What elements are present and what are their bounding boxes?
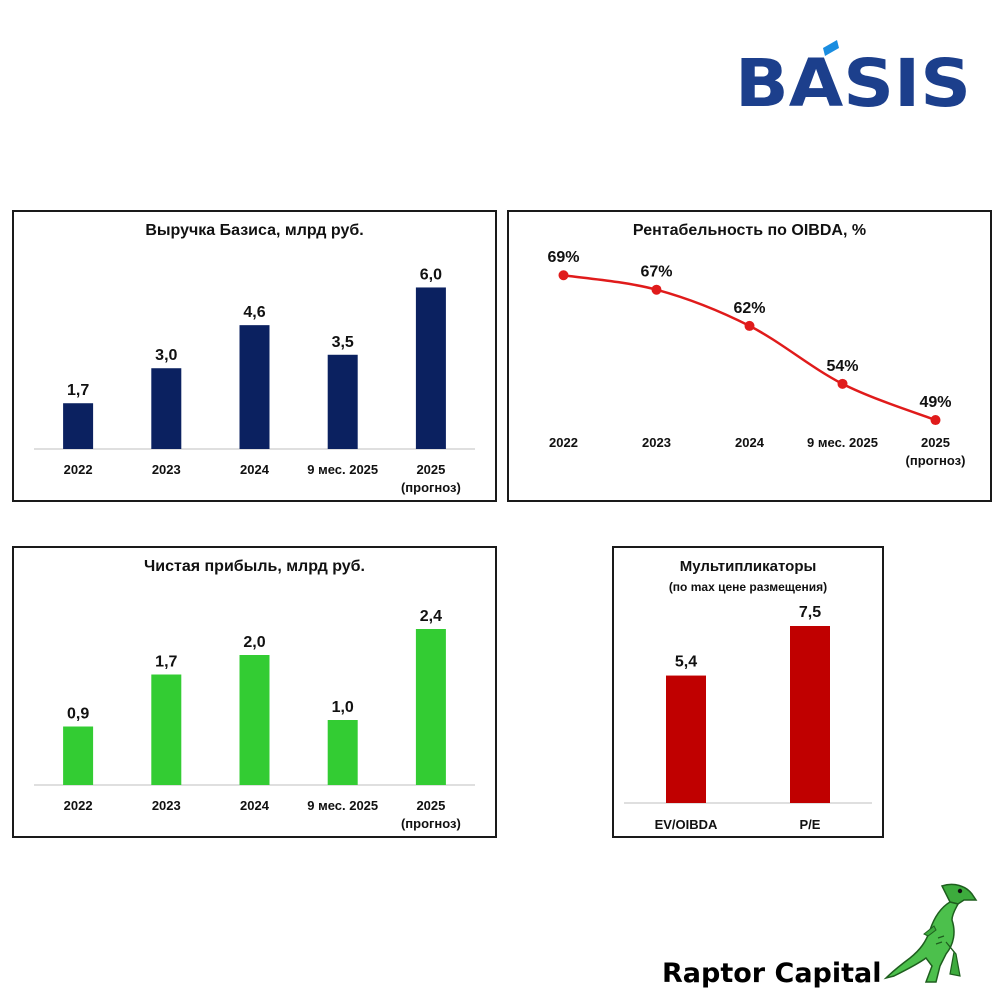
profit-data-label: 2,4 — [420, 608, 442, 625]
margin-category-label: 2023 — [642, 435, 671, 450]
basis-logo: BASIS — [735, 40, 971, 120]
profit-category-label: 2023 — [152, 798, 181, 813]
multiples-chart: 5,4 7,5 EV/OIBDA P/E — [624, 604, 872, 832]
revenue-data-label: 3,0 — [155, 347, 177, 364]
profit-category-label: 2022 — [64, 798, 93, 813]
margin-chart-title: Рентабельность по OIBDA, % — [632, 222, 867, 239]
multiples-chart-subtitle: (по max цене размещения) — [668, 580, 828, 594]
multiples-chart-panel: Мультипликаторы (по max цене размещения)… — [612, 546, 884, 838]
multiples-chart-title: Мультипликаторы — [679, 558, 817, 575]
multiples-category-label: P/E — [800, 817, 821, 832]
svg-text:BASIS: BASIS — [735, 45, 971, 120]
revenue-bar — [327, 354, 358, 449]
raptor-mascot-icon — [883, 883, 978, 983]
margin-data-label: 54% — [826, 358, 858, 375]
margin-data-label: 62% — [733, 300, 765, 317]
revenue-chart-panel: Выручка Базиса, млрд руб. 1,7 3,0 4,6 3,5 6,… — [12, 210, 497, 502]
margin-category-label: 2022 — [549, 435, 578, 450]
profit-category-label: 9 мес. 2025 — [307, 798, 378, 813]
margin-data-label: 49% — [919, 394, 951, 411]
margin-series-line — [563, 274, 936, 422]
profit-category-label: 2025 — [416, 798, 445, 813]
margin-point — [837, 378, 848, 389]
profit-chart-title: Чистая прибыль, млрд руб. — [144, 558, 365, 575]
revenue-category-label: 2024 — [240, 462, 270, 477]
revenue-data-label: 3,5 — [332, 334, 354, 351]
margin-chart-panel: Рентабельность по OIBDA, % 69% 67% 62% 54% 4… — [507, 210, 992, 502]
profit-bar — [415, 629, 446, 785]
profit-bar — [327, 720, 358, 785]
profit-data-label: 1,0 — [332, 699, 354, 716]
revenue-bar — [63, 403, 94, 449]
margin-data-label: 69% — [547, 249, 579, 266]
margin-point — [651, 284, 662, 295]
margin-category-label: (прогноз) — [906, 453, 966, 468]
revenue-category-label: 2023 — [152, 462, 181, 477]
margin-point — [930, 415, 941, 426]
revenue-category-label: (прогноз) — [401, 480, 461, 495]
revenue-category-label: 2022 — [64, 462, 93, 477]
brand-footer-text: Raptor Capital — [662, 958, 882, 989]
profit-category-label: (прогноз) — [401, 816, 461, 831]
revenue-category-label: 9 мес. 2025 — [307, 462, 378, 477]
profit-chart: 0,9 1,7 2,0 1,0 2,4 2022 2023 2024 9 мес. 2025 20… — [34, 608, 475, 831]
margin-category-label: 2025 — [921, 435, 950, 450]
revenue-data-label: 1,7 — [67, 382, 89, 399]
revenue-bar — [151, 368, 182, 449]
revenue-category-label: 2025 — [416, 462, 445, 477]
profit-data-label: 1,7 — [155, 654, 177, 671]
margin-point — [744, 320, 755, 331]
multiples-bar — [790, 626, 830, 803]
multiples-data-label: 5,4 — [675, 654, 697, 671]
revenue-bar — [415, 287, 446, 449]
profit-bar — [239, 655, 270, 785]
revenue-data-label: 6,0 — [420, 266, 442, 283]
multiples-category-label: EV/OIBDA — [655, 817, 718, 832]
revenue-chart: 1,7 3,0 4,6 3,5 6,0 2022 2023 2024 9 мес. 2025 20… — [34, 266, 475, 495]
margin-category-label: 2024 — [735, 435, 765, 450]
revenue-bar — [239, 325, 270, 449]
profit-chart-panel: Чистая прибыль, млрд руб. 0,9 1,7 2,0 1,0 2,… — [12, 546, 497, 838]
profit-data-label: 0,9 — [67, 706, 89, 723]
margin-point — [558, 270, 569, 281]
revenue-data-label: 4,6 — [243, 304, 265, 321]
profit-category-label: 2024 — [240, 798, 270, 813]
margin-category-label: 9 мес. 2025 — [807, 435, 878, 450]
margin-data-label: 67% — [640, 264, 672, 281]
multiples-bar — [666, 675, 706, 803]
multiples-data-label: 7,5 — [799, 604, 821, 621]
profit-bar — [151, 674, 182, 785]
profit-bar — [63, 726, 94, 785]
revenue-chart-title: Выручка Базиса, млрд руб. — [145, 222, 364, 239]
margin-chart: 69% 67% 62% 54% 49% 2022 2023 2024 9 мес. 2025 20… — [547, 249, 966, 468]
profit-data-label: 2,0 — [243, 634, 265, 651]
